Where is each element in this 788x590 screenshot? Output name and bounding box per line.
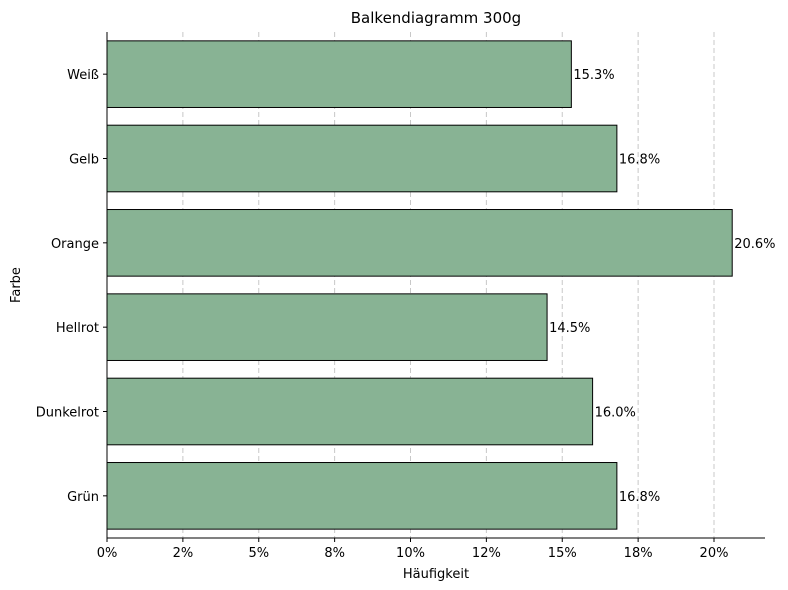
chart-title: Balkendiagramm 300g [351,9,521,27]
y-axis-ticks: Weiß Gelb Orange Hellrot Dunkelrot Grün [36,68,107,505]
data-label: 16.0% [595,406,636,421]
bar-0 [106,40,572,108]
x-tick-label: 12% [472,546,501,561]
bar-2 [106,209,733,277]
x-tick-label: 15% [548,546,577,561]
bar-3 [106,293,548,361]
bars [106,40,733,530]
bar-1 [106,124,618,193]
data-label: 15.3% [573,68,614,83]
y-tick-label: Grün [67,490,99,505]
y-tick-label: Dunkelrot [36,406,99,421]
y-tick-label: Weiß [67,68,99,83]
x-tick-label: 10% [396,546,425,561]
data-labels: 15.3% 16.8% 20.6% 14.5% 16.0% 16.8% [549,68,775,505]
x-tick-label: 18% [624,546,653,561]
grid-lines [182,32,715,538]
y-tick-label: Hellrot [56,321,99,336]
data-label: 20.6% [734,237,775,252]
x-tick-label: 5% [248,546,269,561]
bar-4 [106,377,594,446]
y-tick-label: Orange [51,237,99,252]
data-label: 16.8% [619,153,660,168]
y-axis-label: Farbe [9,267,24,303]
x-tick-label: 0% [97,546,118,561]
x-tick-label: 2% [173,546,194,561]
bar-5 [106,462,618,530]
data-label: 14.5% [549,321,590,336]
x-tick-label: 8% [324,546,345,561]
data-label: 16.8% [619,490,660,505]
y-tick-label: Gelb [69,153,99,168]
x-axis-label: Häufigkeit [403,567,469,582]
x-axis-ticks: 0% 2% 5% 8% 10% 12% 15% 18% 20% [97,538,729,561]
x-tick-label: 20% [700,546,729,561]
